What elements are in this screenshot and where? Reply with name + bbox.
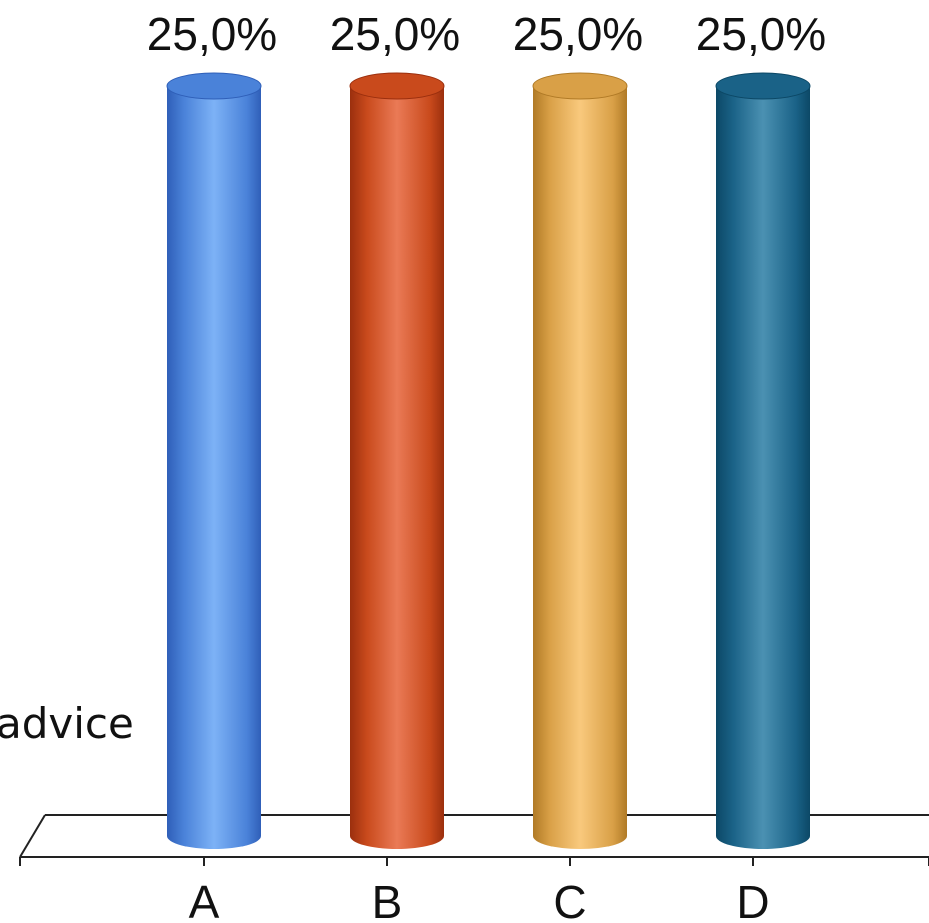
- category-label: C: [553, 876, 586, 923]
- bar-top-cap: [166, 72, 262, 100]
- x-axis-ticks: [203, 857, 929, 866]
- side-text: advice: [0, 699, 134, 748]
- data-label: 25,0%: [147, 8, 277, 60]
- category-label: A: [189, 876, 220, 923]
- bar-body: [167, 86, 261, 849]
- bar-b: [349, 72, 445, 849]
- bar-group: [166, 72, 811, 849]
- data-label-group: 25,0% 25,0% 25,0% 25,0%: [147, 8, 826, 60]
- data-label: 25,0%: [330, 8, 460, 60]
- category-label: B: [372, 876, 403, 923]
- category-label-group: A B C D: [189, 876, 770, 923]
- bar-d: [715, 72, 811, 849]
- bar-a: [166, 72, 262, 849]
- bar-top-cap: [349, 72, 445, 100]
- bar-body: [533, 86, 627, 849]
- bar-top-cap: [715, 72, 811, 100]
- bar-top-cap: [532, 72, 628, 100]
- data-label: 25,0%: [513, 8, 643, 60]
- bar-c: [532, 72, 628, 849]
- bar-body: [716, 86, 810, 849]
- data-label: 25,0%: [696, 8, 826, 60]
- category-label: D: [736, 876, 769, 923]
- bar-body: [350, 86, 444, 849]
